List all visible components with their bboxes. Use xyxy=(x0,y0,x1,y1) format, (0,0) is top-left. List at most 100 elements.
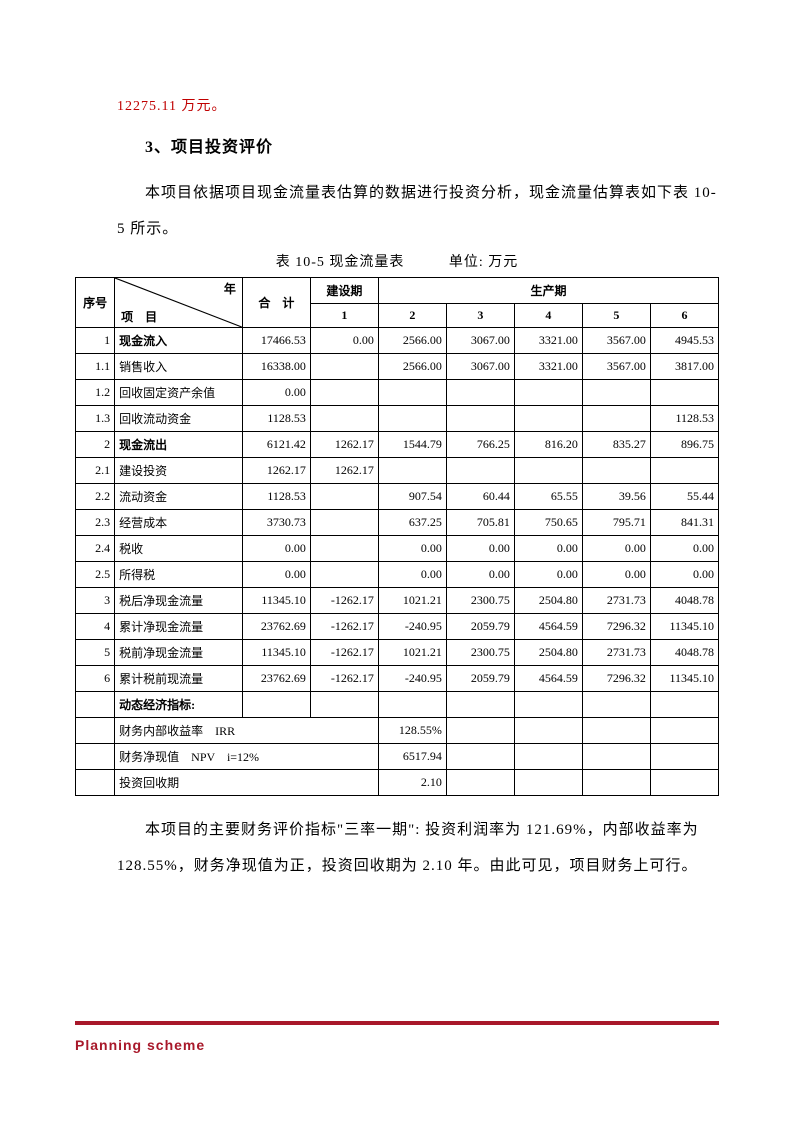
cell-item: 回收流动资金 xyxy=(115,406,243,432)
cell-value: -1262.17 xyxy=(310,640,378,666)
cell-value: 2504.80 xyxy=(514,588,582,614)
cell-value: 1128.53 xyxy=(242,484,310,510)
cell-value: -240.95 xyxy=(378,666,446,692)
cell-value: 0.00 xyxy=(582,536,650,562)
cell-value xyxy=(514,718,582,744)
cell-value xyxy=(582,692,650,718)
cell-value: 1021.21 xyxy=(378,640,446,666)
cell-value: 2731.73 xyxy=(582,588,650,614)
cell-value: 7296.32 xyxy=(582,614,650,640)
cell-value: 1021.21 xyxy=(378,588,446,614)
cell-value xyxy=(582,770,650,796)
top-amount-text: 12275.11 万元。 xyxy=(117,95,719,115)
cell-value: 1128.53 xyxy=(242,406,310,432)
cell-seq: 2 xyxy=(76,432,115,458)
cell-value xyxy=(446,718,514,744)
cell-value: 0.00 xyxy=(514,536,582,562)
cell-seq: 4 xyxy=(76,614,115,640)
cell-seq: 6 xyxy=(76,666,115,692)
table-row: 2.2流动资金1128.53907.5460.4465.5539.5655.44 xyxy=(76,484,719,510)
cell-value: 7296.32 xyxy=(582,666,650,692)
cell-value: 0.00 xyxy=(650,562,718,588)
header-period-6: 6 xyxy=(650,304,718,328)
cell-value xyxy=(514,380,582,406)
cell-item: 现金流入 xyxy=(115,328,243,354)
cell-value xyxy=(514,406,582,432)
cell-value: 766.25 xyxy=(446,432,514,458)
cell-seq xyxy=(76,692,115,718)
cell-value: 0.00 xyxy=(310,328,378,354)
cell-value: 3321.00 xyxy=(514,328,582,354)
cell-value xyxy=(446,406,514,432)
table-row: 投资回收期2.10 xyxy=(76,770,719,796)
cell-value xyxy=(650,692,718,718)
cell-value: 907.54 xyxy=(378,484,446,510)
cell-item: 流动资金 xyxy=(115,484,243,510)
cell-item: 税前净现金流量 xyxy=(115,640,243,666)
cell-seq: 2.1 xyxy=(76,458,115,484)
table-row: 5税前净现金流量11345.10-1262.171021.212300.7525… xyxy=(76,640,719,666)
cell-value: 795.71 xyxy=(582,510,650,536)
cell-item: 税收 xyxy=(115,536,243,562)
table-row: 6累计税前现流量23762.69-1262.17-240.952059.7945… xyxy=(76,666,719,692)
cell-value xyxy=(650,770,718,796)
cell-value xyxy=(650,718,718,744)
header-period-4: 4 xyxy=(514,304,582,328)
cell-item: 所得税 xyxy=(115,562,243,588)
cell-value: 3321.00 xyxy=(514,354,582,380)
cell-value: 2059.79 xyxy=(446,666,514,692)
cell-item: 税后净现金流量 xyxy=(115,588,243,614)
cell-value: 0.00 xyxy=(446,536,514,562)
cell-value: 3067.00 xyxy=(446,328,514,354)
cell-seq: 5 xyxy=(76,640,115,666)
cell-value: 705.81 xyxy=(446,510,514,536)
table-row: 财务内部收益率 IRR128.55% xyxy=(76,718,719,744)
cell-value: 11345.10 xyxy=(242,588,310,614)
table-row: 2现金流出6121.421262.171544.79766.25816.2083… xyxy=(76,432,719,458)
header-item: 项 目 xyxy=(121,308,157,325)
cell-value: 3067.00 xyxy=(446,354,514,380)
paragraph-intro: 本项目依据项目现金流量表估算的数据进行投资分析，现金流量估算表如下表 10-5 … xyxy=(117,175,719,247)
cell-value xyxy=(310,692,378,718)
cell-value: 39.56 xyxy=(582,484,650,510)
cell-indicator-label: 投资回收期 xyxy=(115,770,379,796)
cell-value xyxy=(310,562,378,588)
header-total: 合 计 xyxy=(242,278,310,328)
cell-item: 回收固定资产余值 xyxy=(115,380,243,406)
cell-value xyxy=(650,458,718,484)
cell-value: -1262.17 xyxy=(310,614,378,640)
cell-dynamic-label: 动态经济指标: xyxy=(115,692,243,718)
cell-item: 建设投资 xyxy=(115,458,243,484)
cell-value: 23762.69 xyxy=(242,666,310,692)
cell-value xyxy=(378,458,446,484)
cell-value xyxy=(514,458,582,484)
header-production: 生产期 xyxy=(378,278,718,304)
cell-value: 816.20 xyxy=(514,432,582,458)
cell-value: 1544.79 xyxy=(378,432,446,458)
cell-value: 55.44 xyxy=(650,484,718,510)
cell-seq: 1.1 xyxy=(76,354,115,380)
cell-value: 11345.10 xyxy=(650,666,718,692)
cell-value xyxy=(378,406,446,432)
cell-value: 11345.10 xyxy=(650,614,718,640)
cell-value: -1262.17 xyxy=(310,588,378,614)
cell-value xyxy=(310,354,378,380)
cell-value: 1262.17 xyxy=(310,432,378,458)
cell-value: 65.55 xyxy=(514,484,582,510)
cell-value xyxy=(582,406,650,432)
cell-value: 0.00 xyxy=(650,536,718,562)
cell-item: 销售收入 xyxy=(115,354,243,380)
cell-value: 3817.00 xyxy=(650,354,718,380)
cell-value xyxy=(378,380,446,406)
cell-indicator-label: 财务内部收益率 IRR xyxy=(115,718,379,744)
cell-item: 累计税前现流量 xyxy=(115,666,243,692)
cell-value xyxy=(650,380,718,406)
cell-indicator-label: 财务净现值 NPV i=12% xyxy=(115,744,379,770)
cell-value: 0.00 xyxy=(242,562,310,588)
cell-seq: 2.3 xyxy=(76,510,115,536)
cell-value: 1262.17 xyxy=(242,458,310,484)
header-period-2: 2 xyxy=(378,304,446,328)
cell-value: 4564.59 xyxy=(514,666,582,692)
table-row: 2.4税收0.000.000.000.000.000.00 xyxy=(76,536,719,562)
cell-value xyxy=(514,744,582,770)
